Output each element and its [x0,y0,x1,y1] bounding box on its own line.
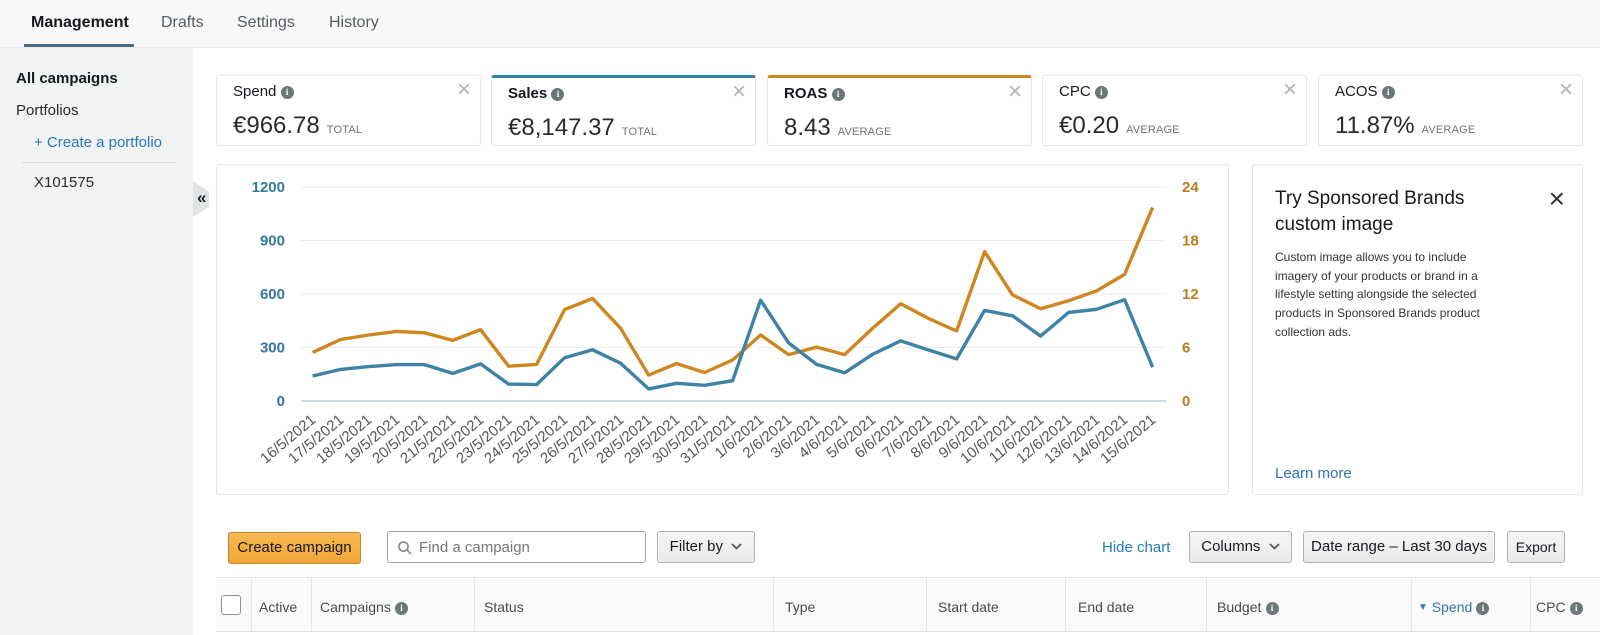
svg-text:600: 600 [260,286,285,303]
svg-text:0: 0 [277,393,285,410]
svg-text:24: 24 [1182,179,1199,196]
svg-text:0: 0 [1182,393,1190,410]
svg-text:1200: 1200 [252,179,285,196]
svg-text:300: 300 [260,340,285,357]
svg-text:12: 12 [1182,286,1199,303]
svg-text:18: 18 [1182,233,1199,250]
svg-text:900: 900 [260,233,285,250]
svg-text:6: 6 [1182,340,1190,357]
